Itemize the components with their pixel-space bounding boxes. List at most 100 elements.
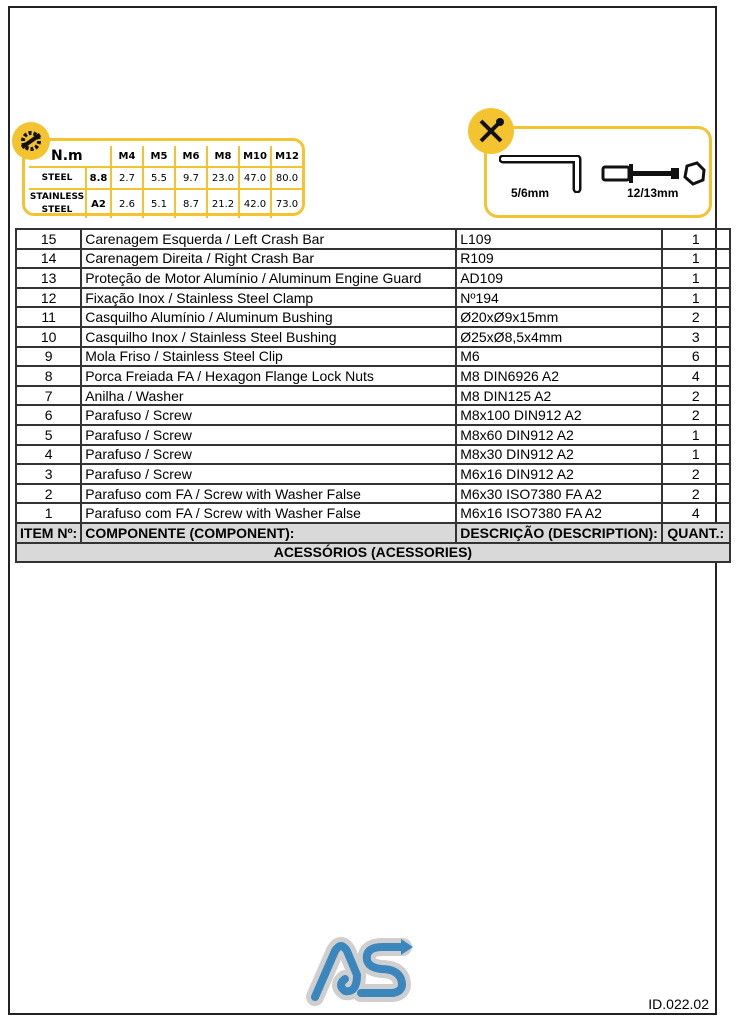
description: M8x30 DIN912 A2 [455, 443, 663, 466]
item-number: 6 [14, 404, 83, 426]
description: L109 [455, 228, 663, 250]
table-footer-row: ACESSÓRIOS (ACESSORIES) [15, 541, 731, 564]
document-id: ID.022.02 [648, 996, 709, 1012]
description: M8 DIN125 A2 [455, 384, 663, 407]
item-number: 7 [14, 384, 83, 407]
torque-value: 47.0 [238, 166, 271, 189]
grade-label: 8.8 [85, 166, 111, 189]
quantity: 1 [660, 286, 731, 309]
quantity: 2 [660, 482, 731, 505]
size-header: M10 [238, 146, 271, 167]
socket-screwdriver-icon [601, 161, 706, 186]
quantity: 4 [660, 502, 731, 524]
quantity: 1 [660, 423, 731, 446]
quantity: 3 [660, 325, 731, 348]
item-number: 2 [14, 482, 83, 505]
torque-value: 73.0 [270, 188, 302, 218]
size-header: M12 [270, 146, 302, 167]
header-description: DESCRIÇÃO (DESCRIPTION): [455, 521, 663, 544]
table-row: 6 Parafuso / Screw M8x100 DIN912 A2 2 [14, 404, 731, 426]
torque-unit: N.m [51, 148, 83, 164]
quantity: 6 [660, 345, 731, 368]
component-name: Mola Friso / Stainless Steel Clip [80, 345, 458, 368]
allen-key-icon [499, 155, 582, 193]
quantity: 1 [660, 228, 731, 250]
torque-value: 42.0 [238, 188, 271, 218]
allen-key-size: 5/6mm [511, 186, 550, 200]
component-name: Parafuso / Screw [80, 443, 458, 466]
item-number: 15 [14, 228, 83, 250]
component-name: Anilha / Washer [80, 384, 458, 407]
torque-value: 80.0 [270, 166, 302, 189]
quantity: 2 [660, 306, 731, 328]
quantity: 1 [660, 247, 731, 270]
quantity: 2 [660, 404, 731, 426]
component-name: Carenagem Direita / Right Crash Bar [80, 247, 458, 270]
size-header: M8 [206, 146, 239, 167]
as-logo [306, 937, 413, 1006]
description: M8x60 DIN912 A2 [455, 423, 663, 446]
description: Nº194 [455, 286, 663, 309]
description: AD109 [455, 267, 663, 289]
item-number: 3 [14, 463, 83, 485]
table-row: 5 Parafuso / Screw M8x60 DIN912 A2 1 [14, 423, 731, 446]
quantity: 2 [660, 384, 731, 407]
parts-table: 15 Carenagem Esquerda / Left Crash Bar L10… [14, 228, 731, 564]
component-name: Casquilho Alumínio / Aluminum Bushing [80, 306, 458, 328]
component-name: Parafuso / Screw [80, 423, 458, 446]
item-number: 12 [14, 286, 83, 309]
material-label: STEEL [29, 166, 86, 189]
item-number: 9 [14, 345, 83, 368]
gear-wrench-icon [12, 122, 50, 160]
table-row: 8 Porca Freiada FA / Hexagon Flange Lock … [14, 365, 731, 387]
torque-value: 2.6 [110, 188, 143, 218]
header-item: ITEM Nº: [14, 521, 83, 544]
item-number: 11 [14, 306, 83, 328]
torque-value: 9.7 [174, 166, 207, 189]
torque-value: 5.1 [142, 188, 175, 218]
header-component: COMPONENTE (COMPONENT): [80, 521, 458, 544]
item-number: 4 [14, 443, 83, 466]
description: R109 [455, 247, 663, 270]
table-row: 9 Mola Friso / Stainless Steel Clip M6 6 [14, 345, 731, 368]
torque-value: 23.0 [206, 166, 239, 189]
torque-value: 8.7 [174, 188, 207, 218]
component-name: Porca Freiada FA / Hexagon Flange Lock N… [80, 365, 458, 387]
item-number: 5 [14, 423, 83, 446]
table-row: 3 Parafuso / Screw M6x16 DIN912 A2 2 [14, 463, 731, 485]
screwdriver-wrench-icon [468, 108, 514, 154]
grade-label: A2 [85, 188, 111, 218]
table-row: 11 Casquilho Alumínio / Aluminum Bushing Ø… [14, 306, 731, 328]
component-name: Parafuso / Screw [80, 463, 458, 485]
table-row: 10 Casquilho Inox / Stainless Steel Bushi… [14, 325, 731, 348]
component-name: Casquilho Inox / Stainless Steel Bushing [80, 325, 458, 348]
component-name: Fixação Inox / Stainless Steel Clamp [80, 286, 458, 309]
item-number: 10 [14, 325, 83, 348]
item-number: 13 [14, 267, 83, 289]
item-number: 14 [14, 247, 83, 270]
quantity: 4 [660, 365, 731, 387]
table-row: 12 Fixação Inox / Stainless Steel Clamp Nº… [14, 286, 731, 309]
torque-value: 5.5 [142, 166, 175, 189]
size-header: M5 [142, 146, 175, 167]
torque-value: 2.7 [110, 166, 143, 189]
component-name: Parafuso com FA / Screw with Washer Fals… [80, 502, 458, 524]
torque-table: N.m M4 M5 M6 M8 M10 M12 STEEL 8.8 2.7 5.… [29, 146, 302, 218]
quantity: 2 [660, 463, 731, 485]
component-name: Parafuso com FA / Screw with Washer Fals… [80, 482, 458, 505]
description: M8 DIN6926 A2 [455, 365, 663, 387]
size-header: M6 [174, 146, 207, 167]
description: M6x30 ISO7380 FA A2 [455, 482, 663, 505]
description: M8x100 DIN912 A2 [455, 404, 663, 426]
header-qty: QUANT.: [660, 521, 731, 544]
component-name: Parafuso / Screw [80, 404, 458, 426]
description: M6x16 DIN912 A2 [455, 463, 663, 485]
torque-table-box: N.m M4 M5 M6 M8 M10 M12 STEEL 8.8 2.7 5.… [22, 138, 305, 218]
table-row: 4 Parafuso / Screw M8x30 DIN912 A2 1 [14, 443, 731, 466]
description: M6 [455, 345, 663, 368]
quantity: 1 [660, 267, 731, 289]
table-row: 14 Carenagem Direita / Right Crash Bar R10… [14, 247, 731, 270]
section-title: ACESSÓRIOS (ACESSORIES) [15, 541, 731, 564]
size-header: M4 [110, 146, 143, 167]
